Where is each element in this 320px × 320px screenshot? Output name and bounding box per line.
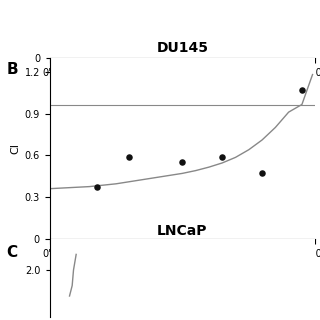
- X-axis label: Fractional Effect: Fractional Effect: [137, 79, 228, 89]
- Title: DU145: DU145: [156, 41, 208, 55]
- X-axis label: Fractional Effect: Fractional Effect: [137, 261, 228, 271]
- Y-axis label: CI: CI: [10, 143, 20, 154]
- Text: C: C: [6, 245, 18, 260]
- Point: [95, 185, 100, 190]
- Point: [299, 87, 304, 92]
- Point: [180, 160, 185, 165]
- Point: [127, 154, 132, 159]
- Point: [260, 171, 265, 176]
- Point: [220, 154, 225, 159]
- Title: LNCaP: LNCaP: [157, 224, 208, 238]
- Text: B: B: [6, 62, 18, 77]
